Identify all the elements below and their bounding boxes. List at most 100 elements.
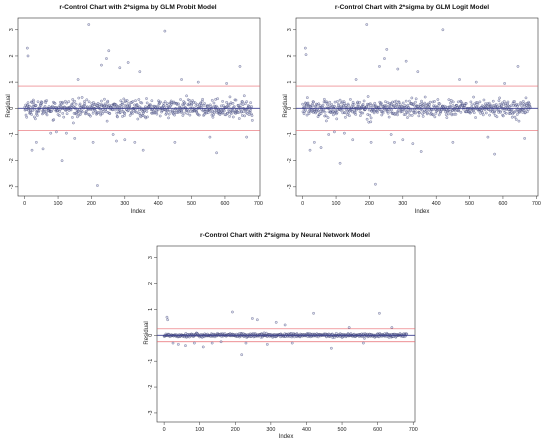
data-point — [367, 108, 371, 112]
chart-title: r-Control Chart with 2*sigma by GLM Logi… — [335, 4, 489, 11]
data-point — [140, 101, 144, 105]
plot-frame — [17, 17, 261, 197]
data-point — [319, 146, 323, 149]
data-point — [436, 104, 440, 108]
data-point — [405, 332, 409, 336]
data-point — [222, 109, 226, 113]
data-point — [421, 115, 425, 118]
data-point — [122, 97, 126, 101]
data-point — [361, 102, 365, 106]
data-point — [96, 184, 99, 187]
data-point — [513, 100, 516, 103]
data-point — [243, 114, 246, 118]
data-point — [351, 110, 354, 114]
data-point — [317, 102, 321, 106]
y-tick-label: -2 — [9, 158, 15, 163]
data-point — [305, 113, 309, 117]
data-point — [520, 104, 523, 108]
x-tick-label: 300 — [120, 201, 129, 207]
data-point — [188, 113, 192, 117]
data-point — [354, 78, 358, 81]
data-point — [525, 110, 529, 114]
data-point — [244, 341, 248, 345]
data-point — [451, 104, 455, 107]
data-point — [419, 150, 423, 153]
data-point — [125, 99, 129, 102]
data-point — [155, 112, 159, 116]
chart-title: r-Control Chart with 2*sigma by Neural N… — [200, 232, 370, 239]
data-point — [368, 113, 372, 117]
data-point — [146, 115, 149, 119]
data-point — [133, 141, 137, 144]
data-point — [186, 112, 189, 115]
data-point — [76, 78, 80, 81]
data-point — [49, 131, 53, 135]
data-point — [378, 311, 381, 315]
data-point — [433, 100, 436, 103]
data-point — [500, 104, 503, 107]
data-point — [32, 100, 36, 104]
data-point — [173, 113, 176, 117]
data-point — [410, 114, 414, 117]
data-point — [420, 101, 424, 105]
data-point — [120, 108, 123, 111]
data-point — [116, 115, 119, 119]
data-point — [26, 54, 30, 58]
data-point — [328, 100, 332, 104]
data-point — [26, 101, 30, 105]
data-point — [34, 117, 37, 121]
data-point — [458, 78, 461, 81]
data-point — [413, 109, 417, 113]
data-point — [326, 103, 330, 107]
data-point — [45, 110, 48, 114]
data-point — [204, 108, 208, 111]
data-point — [188, 99, 191, 102]
data-point — [407, 110, 411, 114]
data-point — [406, 116, 409, 119]
data-point — [53, 102, 57, 105]
data-point — [414, 100, 417, 104]
data-point — [115, 111, 119, 115]
data-point — [45, 113, 49, 117]
data-point — [137, 98, 141, 101]
data-point — [304, 108, 308, 112]
data-point — [69, 108, 73, 112]
data-point — [312, 100, 316, 104]
data-point — [177, 343, 180, 346]
data-point — [193, 341, 196, 345]
data-point — [248, 109, 252, 112]
data-point — [408, 99, 411, 103]
data-point — [62, 115, 66, 119]
data-point — [449, 99, 453, 102]
x-axis-label: Index — [279, 434, 294, 440]
y-tick-label: 3 — [287, 28, 293, 31]
data-point — [464, 102, 468, 105]
data-point — [414, 97, 418, 101]
data-point — [361, 111, 365, 115]
data-point — [506, 100, 510, 104]
data-point — [401, 138, 405, 142]
data-point — [197, 113, 201, 117]
data-point — [455, 104, 459, 107]
data-point — [100, 63, 103, 67]
data-point — [503, 82, 506, 85]
data-point — [290, 341, 294, 345]
data-point — [449, 101, 452, 105]
data-point — [474, 80, 478, 84]
data-point — [408, 113, 412, 117]
data-point — [516, 65, 520, 68]
data-point — [100, 99, 103, 103]
data-point — [149, 103, 152, 107]
data-point — [513, 115, 517, 119]
data-point — [308, 148, 312, 152]
data-point — [225, 101, 228, 104]
data-point — [494, 103, 498, 106]
data-point — [362, 341, 365, 345]
data-point — [515, 113, 519, 116]
data-point — [363, 336, 366, 340]
data-point — [414, 111, 418, 115]
data-point — [91, 141, 95, 144]
y-tick-label: -1 — [287, 132, 293, 137]
data-point — [441, 28, 445, 32]
data-point — [228, 115, 231, 118]
